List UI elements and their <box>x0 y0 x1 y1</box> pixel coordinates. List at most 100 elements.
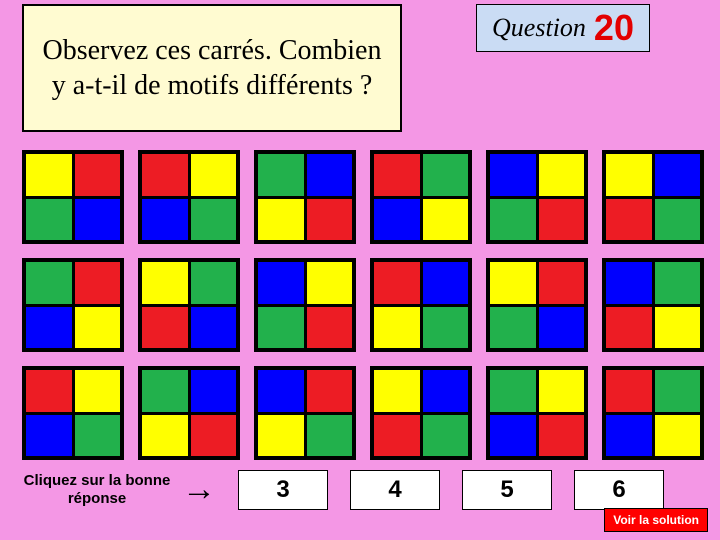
tile <box>254 150 356 244</box>
tile-cell <box>75 415 121 457</box>
tile-cell <box>490 154 536 196</box>
tile-cell <box>374 262 420 304</box>
tile-cell <box>142 262 188 304</box>
tile-cell <box>539 370 585 412</box>
tile <box>486 150 588 244</box>
tile-cell <box>423 370 469 412</box>
tile-cell <box>307 262 353 304</box>
tile-cell <box>258 370 304 412</box>
tile-cell <box>490 199 536 241</box>
tile-cell <box>142 415 188 457</box>
tile-cell <box>258 262 304 304</box>
tile-cell <box>26 262 72 304</box>
tile-cell <box>490 307 536 349</box>
tile-cell <box>539 415 585 457</box>
tile-cell <box>655 415 701 457</box>
tile-cell <box>655 154 701 196</box>
tile <box>602 258 704 352</box>
tile-cell <box>191 370 237 412</box>
tile <box>370 366 472 460</box>
tile-cell <box>374 307 420 349</box>
tile-cell <box>655 307 701 349</box>
tile-cell <box>191 199 237 241</box>
prompt-text: Observez ces carrés. Combien y a-t-il de… <box>34 33 390 103</box>
tile-cell <box>307 415 353 457</box>
question-label: Question <box>492 13 586 43</box>
tile-cell <box>539 262 585 304</box>
tile-cell <box>606 154 652 196</box>
tile-cell <box>539 199 585 241</box>
tile-cell <box>258 307 304 349</box>
tile-cell <box>423 307 469 349</box>
tile-cell <box>539 307 585 349</box>
tile-cell <box>490 415 536 457</box>
tile-cell <box>142 154 188 196</box>
tile-cell <box>374 415 420 457</box>
tile-cell <box>606 307 652 349</box>
tile-cell <box>307 307 353 349</box>
tile <box>254 366 356 460</box>
tile-cell <box>307 199 353 241</box>
tile-cell <box>191 154 237 196</box>
tile-cell <box>539 154 585 196</box>
tile-cell <box>75 154 121 196</box>
tile-cell <box>374 370 420 412</box>
tile-cell <box>423 415 469 457</box>
tile-cell <box>606 262 652 304</box>
tile <box>22 150 124 244</box>
tile-cell <box>606 199 652 241</box>
tile <box>486 366 588 460</box>
tile-cell <box>142 370 188 412</box>
tile-cell <box>655 262 701 304</box>
tile-cell <box>75 262 121 304</box>
tile <box>138 366 240 460</box>
tile-cell <box>258 154 304 196</box>
tile <box>486 258 588 352</box>
tile <box>602 366 704 460</box>
tile-cell <box>606 370 652 412</box>
tile-cell <box>606 415 652 457</box>
tile-cell <box>307 154 353 196</box>
answer-button-5[interactable]: 5 <box>462 470 552 510</box>
tile-cell <box>191 307 237 349</box>
tile <box>370 258 472 352</box>
tile <box>370 150 472 244</box>
tile-cell <box>423 154 469 196</box>
tile-cell <box>26 415 72 457</box>
tile-cell <box>258 199 304 241</box>
tile-cell <box>142 307 188 349</box>
tile-cell <box>423 262 469 304</box>
tile-cell <box>75 307 121 349</box>
tiles-grid <box>22 150 704 460</box>
solution-button[interactable]: Voir la solution <box>604 508 708 532</box>
tile-cell <box>374 199 420 241</box>
tile <box>138 258 240 352</box>
tile-cell <box>307 370 353 412</box>
answer-button-4[interactable]: 4 <box>350 470 440 510</box>
tile-cell <box>374 154 420 196</box>
tile-cell <box>26 199 72 241</box>
tile-cell <box>191 415 237 457</box>
question-counter: Question 20 <box>476 4 650 52</box>
answer-button-6[interactable]: 6 <box>574 470 664 510</box>
prompt-box: Observez ces carrés. Combien y a-t-il de… <box>22 4 402 132</box>
tile-cell <box>191 262 237 304</box>
arrow-icon: → <box>182 480 216 500</box>
question-number: 20 <box>594 7 634 49</box>
tile-cell <box>655 199 701 241</box>
tile <box>138 150 240 244</box>
tile <box>22 258 124 352</box>
answers-row: Cliquez sur la bonne réponse → 3456 <box>22 470 702 510</box>
answer-button-3[interactable]: 3 <box>238 470 328 510</box>
tile-cell <box>258 415 304 457</box>
tile-cell <box>490 370 536 412</box>
tile-cell <box>75 199 121 241</box>
tile-cell <box>490 262 536 304</box>
tile-cell <box>655 370 701 412</box>
tile-cell <box>75 370 121 412</box>
tile-cell <box>26 370 72 412</box>
tile-cell <box>142 199 188 241</box>
tile <box>22 366 124 460</box>
answer-buttons: 3456 <box>238 470 664 510</box>
tile <box>602 150 704 244</box>
